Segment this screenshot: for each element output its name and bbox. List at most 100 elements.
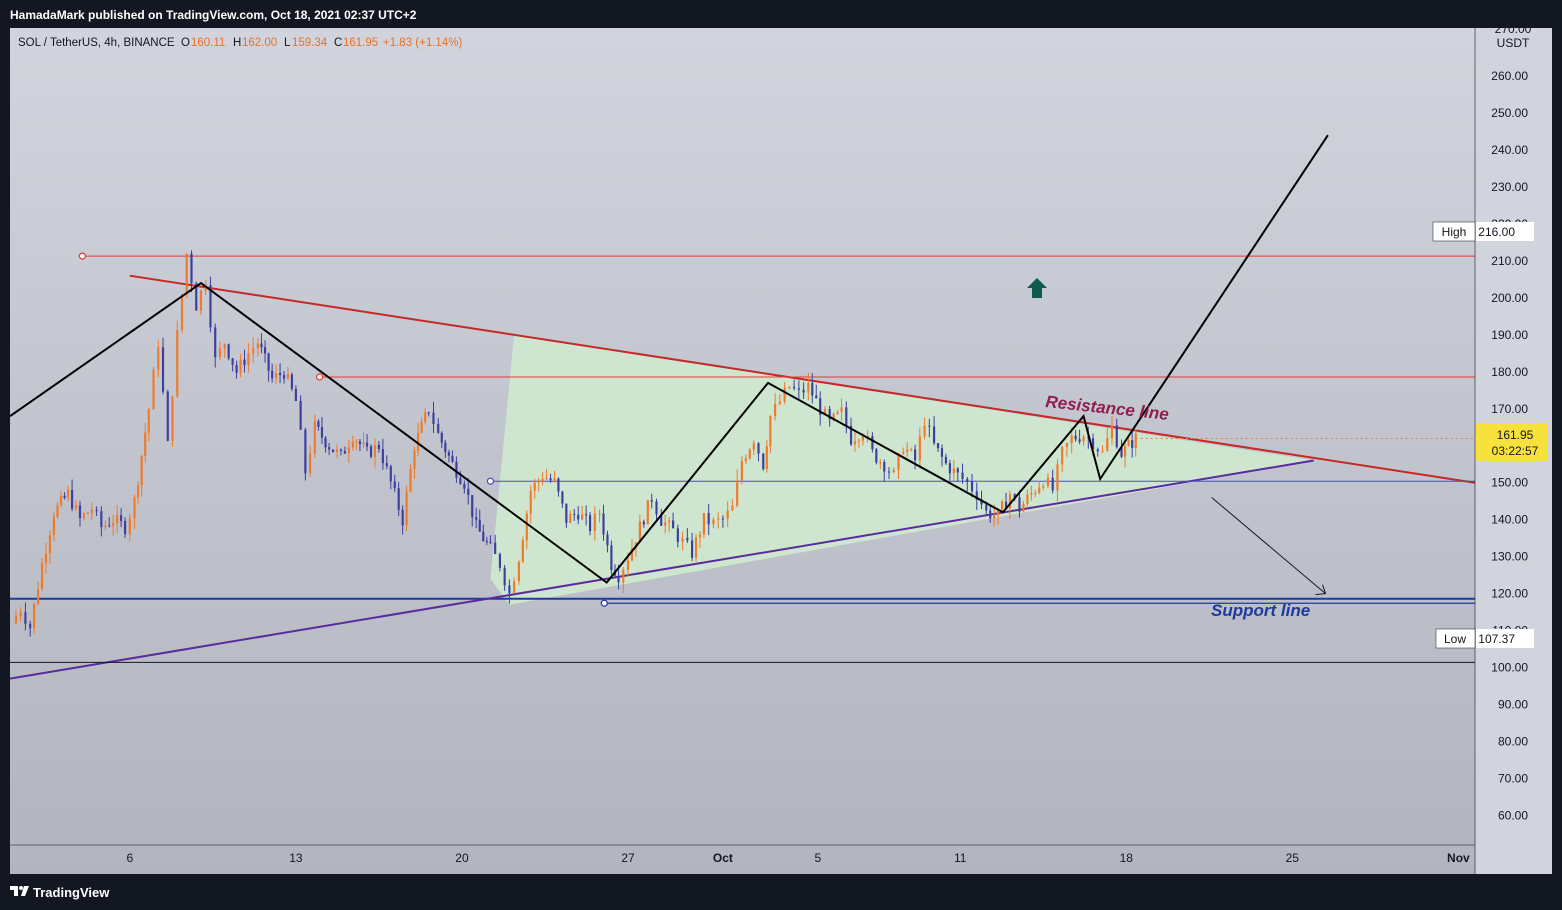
candle-body (630, 548, 634, 561)
candle-body (48, 535, 52, 554)
candle-body (432, 412, 435, 424)
candle-body (451, 455, 454, 462)
candle-body (157, 347, 160, 370)
candle-body (1074, 435, 1077, 440)
legend-change: +1.83 (+1.14%) (383, 37, 462, 49)
candle-body (577, 514, 580, 520)
candle-body (525, 513, 528, 541)
candle-body (185, 253, 188, 295)
candle-body (137, 485, 140, 498)
candle-body (351, 441, 354, 448)
candle-body (1004, 501, 1008, 509)
candle-body (948, 463, 951, 474)
candle-body (385, 463, 388, 467)
candle-body (783, 387, 786, 402)
legend-c-value: 161.95 (343, 37, 378, 49)
candle-body (214, 327, 217, 358)
last-price-badge: 161.95 03:22:57 (1476, 423, 1548, 461)
candle-body (405, 491, 408, 526)
support-line-label[interactable]: Support line (1211, 601, 1310, 620)
candle-body (650, 499, 653, 502)
candle-body (940, 448, 944, 457)
candle-body (309, 453, 312, 474)
candle-body (190, 253, 193, 284)
candle-body (355, 441, 358, 443)
candle-body (923, 425, 926, 437)
low-value-bg (1476, 629, 1534, 648)
candle-body (123, 520, 127, 535)
legend-o-value: 160.11 (191, 37, 225, 49)
x-tick-label: Nov (1447, 851, 1470, 865)
candle-body (975, 491, 978, 500)
candle-body (642, 521, 645, 525)
candle-body (459, 477, 462, 484)
candle-body (660, 514, 663, 526)
last-price-bg (1476, 423, 1548, 461)
candle-body (529, 490, 532, 514)
candle-body (802, 389, 805, 393)
candle-body (752, 443, 755, 450)
candle-body (52, 516, 55, 536)
high-label: High (1442, 225, 1467, 239)
candle-body (836, 411, 839, 414)
candle-body (95, 509, 98, 512)
candle-body (681, 538, 684, 542)
candle-body (166, 391, 169, 441)
candle-body (610, 545, 613, 571)
candle-body (24, 612, 27, 624)
candle-body (694, 537, 698, 558)
y-tick-label: 60.00 (1498, 808, 1528, 822)
candle-body (70, 489, 74, 509)
candle-body (1022, 503, 1025, 512)
y-tick-label: 200.00 (1491, 291, 1528, 305)
y-tick-label: 170.00 (1491, 402, 1528, 416)
candle-body (857, 440, 861, 442)
candle-body (676, 528, 679, 542)
candle-body (59, 495, 63, 506)
candle-body (602, 513, 605, 535)
candle-body (304, 429, 307, 474)
up-arrow-icon[interactable] (1027, 278, 1047, 298)
low-badge: Low 107.37 (1435, 628, 1534, 649)
line-anchor-dot (78, 252, 86, 260)
x-tick-label: 18 (1120, 851, 1134, 865)
candle-body (290, 374, 294, 389)
candle-body (861, 436, 864, 441)
candle-body (44, 553, 48, 564)
candle-body (180, 294, 184, 330)
candle-body (475, 517, 478, 520)
tradingview-brand[interactable]: TradingView (33, 885, 110, 900)
candle-body (161, 347, 165, 392)
candle-body (1082, 436, 1085, 442)
candle-body (171, 396, 174, 441)
candle-body (807, 382, 810, 393)
tradingview-logo-icon[interactable] (10, 884, 30, 901)
candle-body (317, 421, 320, 427)
candle-body (437, 423, 440, 433)
candle-body (1110, 425, 1114, 439)
x-tick-label: 13 (289, 851, 303, 865)
candle-body (243, 359, 246, 366)
candle-body (581, 514, 584, 520)
publisher-line: HamadaMark published on TradingView.com,… (10, 8, 417, 22)
legend-h-value: 162.00 (242, 37, 277, 49)
legend-c-label: C (334, 37, 342, 49)
legend-h-label: H (233, 37, 241, 49)
candle-body (726, 510, 729, 519)
candle-body (606, 534, 609, 546)
candle-body (906, 449, 909, 453)
candle-body (573, 513, 576, 515)
candle-body (553, 478, 556, 481)
legend-symbol: SOL / TetherUS, 4h, BINANCE (18, 37, 175, 49)
candle-body (936, 443, 940, 449)
candle-body (413, 451, 416, 469)
candle-body (427, 412, 430, 414)
candle-body (282, 375, 286, 379)
candle-body (235, 364, 238, 373)
candle-body (112, 523, 115, 527)
candle-body (313, 421, 316, 454)
candle-body (78, 505, 82, 519)
candle-body (369, 446, 373, 457)
candle-body (358, 441, 362, 445)
